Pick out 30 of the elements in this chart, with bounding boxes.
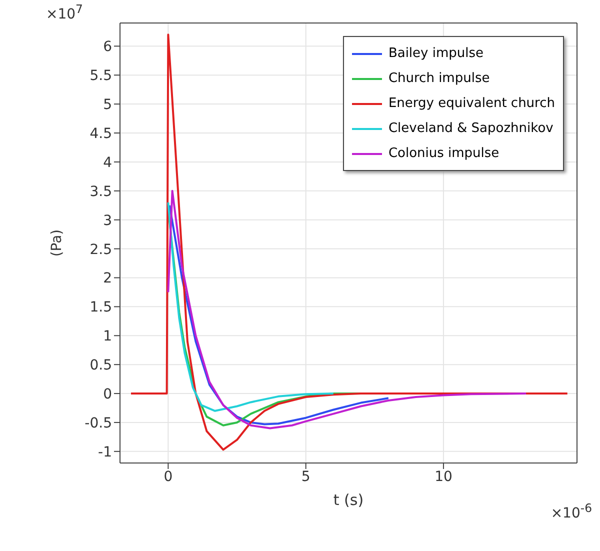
y-tick-label: 3.5 (90, 184, 112, 200)
line-series (130, 34, 568, 451)
y-tick-label: -1 (98, 444, 112, 460)
y-tick-label: 0.5 (90, 358, 112, 374)
text: ×10$^{7}$ (46, 2, 83, 23)
y-tick-label: 1 (103, 328, 112, 345)
y-tick-label: 5.5 (90, 68, 112, 84)
y-tick-label: 2.5 (90, 242, 112, 258)
y-axis-title: (Pa) (48, 229, 65, 257)
y-tick-label: 5 (103, 97, 112, 114)
x-tick-label: 5 (301, 468, 310, 485)
y-tick-label: 1.5 (90, 300, 112, 316)
y-tick-label: 4 (103, 154, 112, 171)
x-tick-label: 10 (434, 468, 452, 485)
legend-label: Bailey impulse (388, 45, 484, 63)
legend-label: Cleveland & Sapozhnikov (388, 120, 554, 138)
legend-label: Energy equivalent church (388, 95, 555, 113)
legend-label: Church impulse (388, 70, 490, 88)
line-series (167, 201, 334, 412)
text: ×10$^{-6}$ (550, 501, 592, 522)
y-tick-label: -0.5 (84, 415, 112, 432)
x-axis-title: t (s) (333, 491, 364, 509)
line-series (167, 190, 528, 430)
y-tick-label: 2 (103, 270, 112, 287)
y-tick-label: 3 (103, 212, 112, 229)
x-tick-label: 0 (164, 468, 173, 485)
y-tick-label: 0 (103, 386, 112, 402)
legend-label: Colonius impulse (388, 145, 500, 163)
y-tick-label: 4.5 (90, 126, 112, 142)
y-tick-label: 6 (103, 39, 112, 56)
